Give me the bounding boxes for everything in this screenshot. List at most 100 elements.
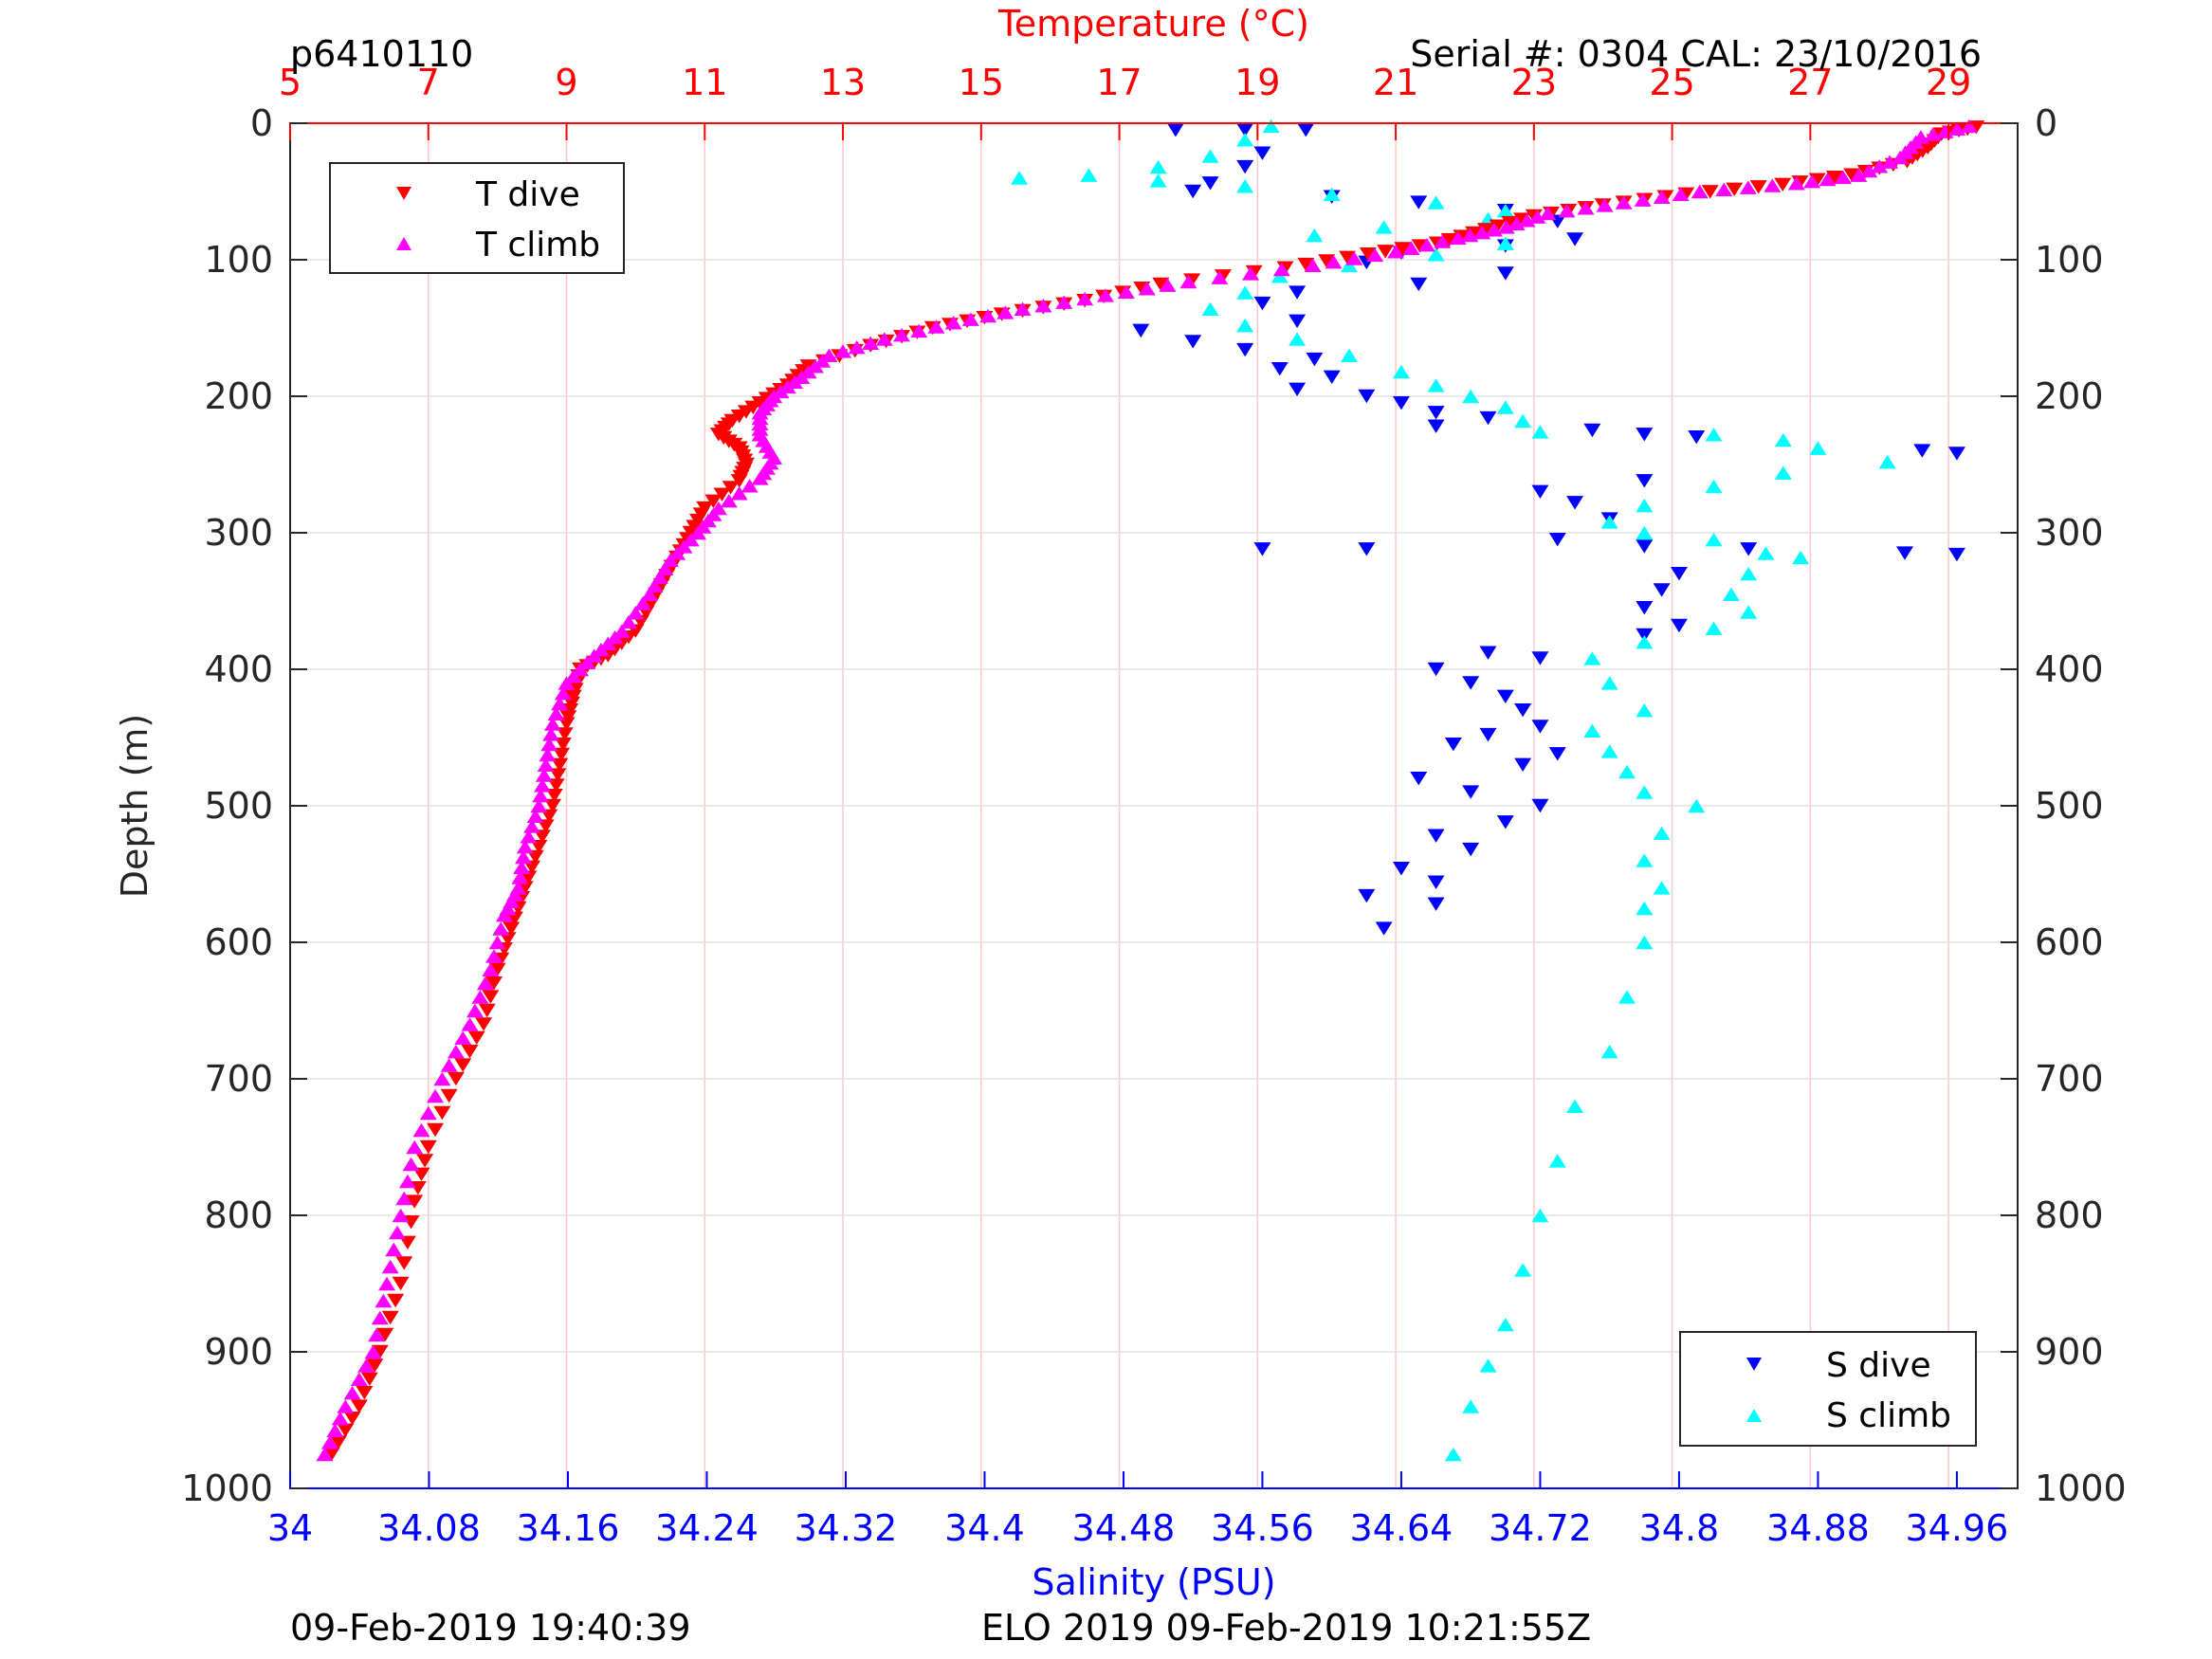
t-climb-point	[682, 533, 700, 547]
t-climb-point	[1803, 174, 1821, 189]
t-climb-point	[385, 1242, 403, 1257]
s-dive-point	[1297, 123, 1315, 137]
salinity-tick-label: 34.72	[1489, 1507, 1592, 1549]
s-climb-point	[1462, 1399, 1480, 1413]
t-climb-point	[316, 1447, 334, 1462]
t-dive-point	[478, 1003, 496, 1018]
legend-t-dive-label: T dive	[475, 175, 580, 214]
t-climb-point	[1596, 198, 1614, 212]
s-climb-point	[1323, 187, 1341, 202]
salinity-tick-label: 34.56	[1211, 1507, 1314, 1549]
t-climb-point	[1948, 121, 1966, 136]
s-dive-point	[1427, 419, 1445, 433]
s-dive-point	[1531, 798, 1549, 813]
t-climb-point	[488, 935, 506, 950]
t-climb-point	[1834, 170, 1852, 185]
t-dive-point	[1394, 242, 1412, 256]
salinity-tick-label: 34.96	[1906, 1507, 2009, 1549]
t-dive-point	[433, 1105, 451, 1121]
t-climb-point	[535, 768, 553, 782]
temperature-tick-label: 29	[1926, 62, 1971, 103]
depth-tick-label-right: 600	[2035, 921, 2104, 963]
s-climb-point	[1600, 1045, 1618, 1059]
t-climb-point	[375, 1293, 393, 1308]
t-climb-point	[1055, 295, 1073, 309]
t-climb-point	[1558, 203, 1576, 218]
t-climb-point	[540, 738, 558, 752]
t-climb-point	[357, 1358, 375, 1373]
t-climb-point	[1739, 180, 1757, 194]
s-climb-marker-icon	[1746, 1409, 1762, 1422]
s-dive-point	[1740, 542, 1758, 556]
t-climb-point	[523, 819, 541, 833]
t-climb-point	[1850, 168, 1868, 182]
t-climb-point	[534, 778, 552, 793]
s-climb-point	[1479, 1358, 1497, 1373]
legend-temperature: T dive T climb	[329, 162, 625, 274]
t-climb-point	[1096, 288, 1114, 302]
s-dive-marker-icon	[1746, 1358, 1762, 1371]
s-dive-point	[1358, 542, 1376, 556]
s-dive-point	[1548, 533, 1566, 547]
t-climb-point	[944, 316, 962, 330]
s-dive-point	[1306, 352, 1324, 367]
s-climb-point	[1809, 441, 1827, 455]
s-dive-point	[1410, 195, 1428, 210]
temperature-tick-label: 19	[1234, 62, 1280, 103]
s-dive-point	[1479, 727, 1497, 742]
s-dive-point	[1253, 542, 1271, 556]
temperature-tick-label: 13	[820, 62, 866, 103]
t-climb-point	[412, 1122, 430, 1138]
depth-tick-label-left: 900	[204, 1331, 273, 1373]
s-climb-point	[1444, 1447, 1462, 1462]
s-dive-point	[1566, 232, 1584, 246]
t-climb-point	[1449, 230, 1467, 246]
t-dive-point	[503, 921, 521, 936]
footer-mission-label: ELO 2019 09-Feb-2019 10:21:55Z	[981, 1607, 1591, 1649]
t-climb-point	[378, 1276, 396, 1291]
temperature-tick-label: 7	[417, 62, 440, 103]
s-climb-point	[1636, 785, 1654, 799]
s-climb-point	[1149, 159, 1167, 174]
s-climb-point	[1653, 826, 1671, 840]
depth-tick-label-left: 800	[204, 1194, 273, 1236]
t-dive-point	[467, 1030, 485, 1045]
t-climb-point	[620, 614, 638, 629]
depth-tick-label-right: 800	[2035, 1194, 2104, 1236]
salinity-tick-label: 34.32	[795, 1507, 898, 1549]
t-dive-point	[356, 1386, 374, 1400]
t-climb-point	[1634, 192, 1652, 207]
s-climb-point	[1149, 173, 1167, 188]
depth-tick-label-right: 300	[2035, 512, 2104, 554]
temperature-tick-label: 21	[1373, 62, 1418, 103]
s-dive-point	[1410, 277, 1428, 292]
t-climb-point	[1014, 301, 1032, 317]
t-dive-point	[1152, 277, 1170, 292]
s-climb-point	[1636, 499, 1654, 513]
depth-tick-label-right: 700	[2035, 1058, 2104, 1100]
depth-tick-label-left: 500	[204, 785, 273, 827]
s-dive-point	[1392, 396, 1410, 410]
t-climb-point	[520, 830, 538, 844]
t-climb-point	[1242, 266, 1260, 281]
t-climb-point	[1366, 247, 1384, 263]
t-climb-point	[1304, 258, 1322, 272]
axis-ticks	[289, 122, 2018, 1489]
t-climb-point	[1518, 213, 1536, 228]
serial-cal-label: Serial #: 0304 CAL: 23/10/2016	[1410, 33, 1982, 75]
s-dive-point	[1184, 335, 1202, 349]
depth-tick-label-left: 400	[204, 648, 273, 690]
t-climb-point	[633, 596, 651, 611]
s-climb-point	[1262, 118, 1280, 134]
s-climb-point	[1080, 168, 1098, 182]
t-dive-marker-icon	[396, 187, 411, 200]
s-dive-point	[1427, 897, 1445, 911]
t-climb-point	[612, 624, 631, 638]
t-climb-point	[1871, 159, 1889, 173]
t-dive-point	[381, 1310, 399, 1325]
t-dive-point	[1726, 182, 1744, 197]
t-dive-point	[475, 1017, 493, 1031]
t-climb-point	[1960, 118, 1978, 134]
s-climb-point	[1583, 651, 1601, 665]
s-climb-point	[1341, 348, 1359, 362]
